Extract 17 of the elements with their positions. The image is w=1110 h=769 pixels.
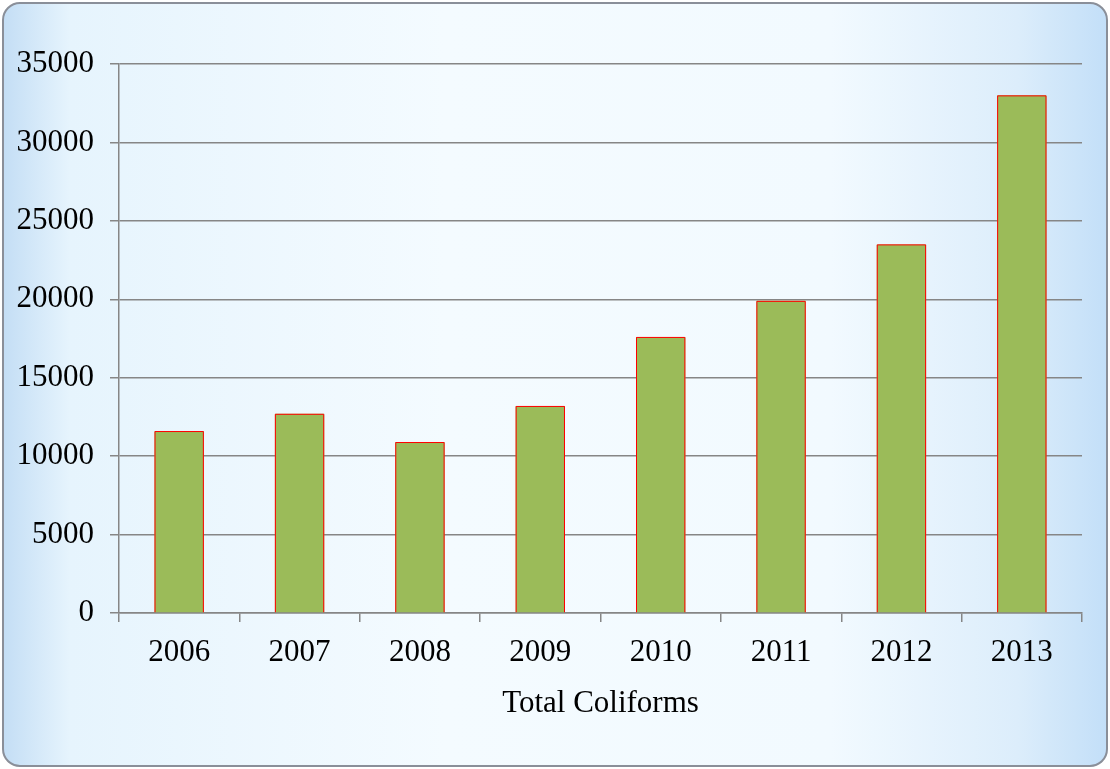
- y-tick-label: 5000: [32, 514, 94, 550]
- y-tick-label: 30000: [16, 122, 94, 158]
- x-axis-title: Total Coliforms: [502, 683, 699, 719]
- y-tick-label: 10000: [16, 436, 94, 472]
- x-tick-label: 2012: [870, 632, 933, 668]
- y-tick-label: 15000: [16, 357, 94, 393]
- y-tick-label: 25000: [16, 201, 94, 236]
- y-tick-label: 20000: [16, 279, 94, 315]
- x-tick-label: 2013: [990, 632, 1053, 668]
- x-tick-label: 2010: [629, 632, 692, 668]
- y-tick-label: 0: [78, 593, 94, 629]
- x-tick-label: 2007: [268, 632, 331, 668]
- x-tick-label: 2006: [148, 632, 211, 668]
- x-tick-label: 2009: [509, 632, 572, 668]
- y-tick-label: 35000: [16, 44, 94, 80]
- x-tick-label: 2011: [750, 632, 812, 668]
- x-tick-label: 2008: [388, 632, 451, 668]
